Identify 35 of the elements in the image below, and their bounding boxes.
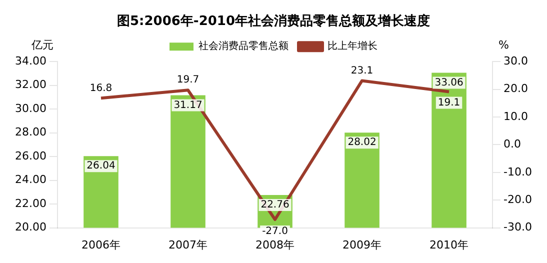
y2-tick-label: -30.0 [504, 220, 532, 234]
data-label: 19.1 [438, 97, 460, 108]
data-label: 19.7 [176, 74, 200, 86]
y-tick-label: 28.00 [14, 126, 46, 139]
y2-tick-label: -10.0 [504, 165, 532, 178]
y-tick-label: 30.00 [14, 102, 46, 115]
data-label: 31.17 [174, 100, 202, 111]
x-tick-label: 2006年 [81, 238, 120, 252]
y2-axis-title: % [498, 38, 509, 52]
data-label: 26.04 [86, 160, 116, 172]
y-tick-label: 24.00 [14, 173, 46, 186]
data-label: 33.06 [434, 77, 464, 88]
x-tick-label: 2009年 [342, 238, 382, 252]
data-label: 23.1 [350, 65, 374, 76]
x-tick-label: 2010年 [430, 238, 469, 252]
legend-label: 比上年增长 [328, 40, 378, 52]
y-tick-label: 32.00 [14, 78, 46, 92]
data-label: 28.02 [348, 137, 376, 148]
y-tick-label: 34.00 [14, 54, 46, 68]
y2-tick-label: 30.0 [504, 54, 528, 68]
y2-tick-label: 0.0 [504, 138, 522, 151]
y-axis-title: 亿元 [30, 38, 54, 52]
y-tick-label: 26.00 [14, 149, 46, 162]
y-tick-label: 22.00 [14, 196, 46, 210]
chart-title: 图5:2006年-2010年社会消费品零售总额及增长速度 [116, 13, 430, 30]
y2-tick-label: 10.0 [504, 110, 528, 123]
data-label: -27.0 [262, 226, 288, 238]
x-tick-label: 2007年 [168, 238, 208, 252]
y2-tick-label: -20.0 [504, 192, 532, 206]
y-tick-label: 20.00 [14, 220, 46, 234]
data-label: 22.76 [260, 200, 290, 211]
x-tick-label: 2008年 [256, 238, 295, 252]
data-label: 16.8 [90, 82, 112, 94]
y2-tick-label: 20.0 [504, 82, 528, 96]
legend-label: 社会消费品零售总额 [198, 40, 288, 52]
